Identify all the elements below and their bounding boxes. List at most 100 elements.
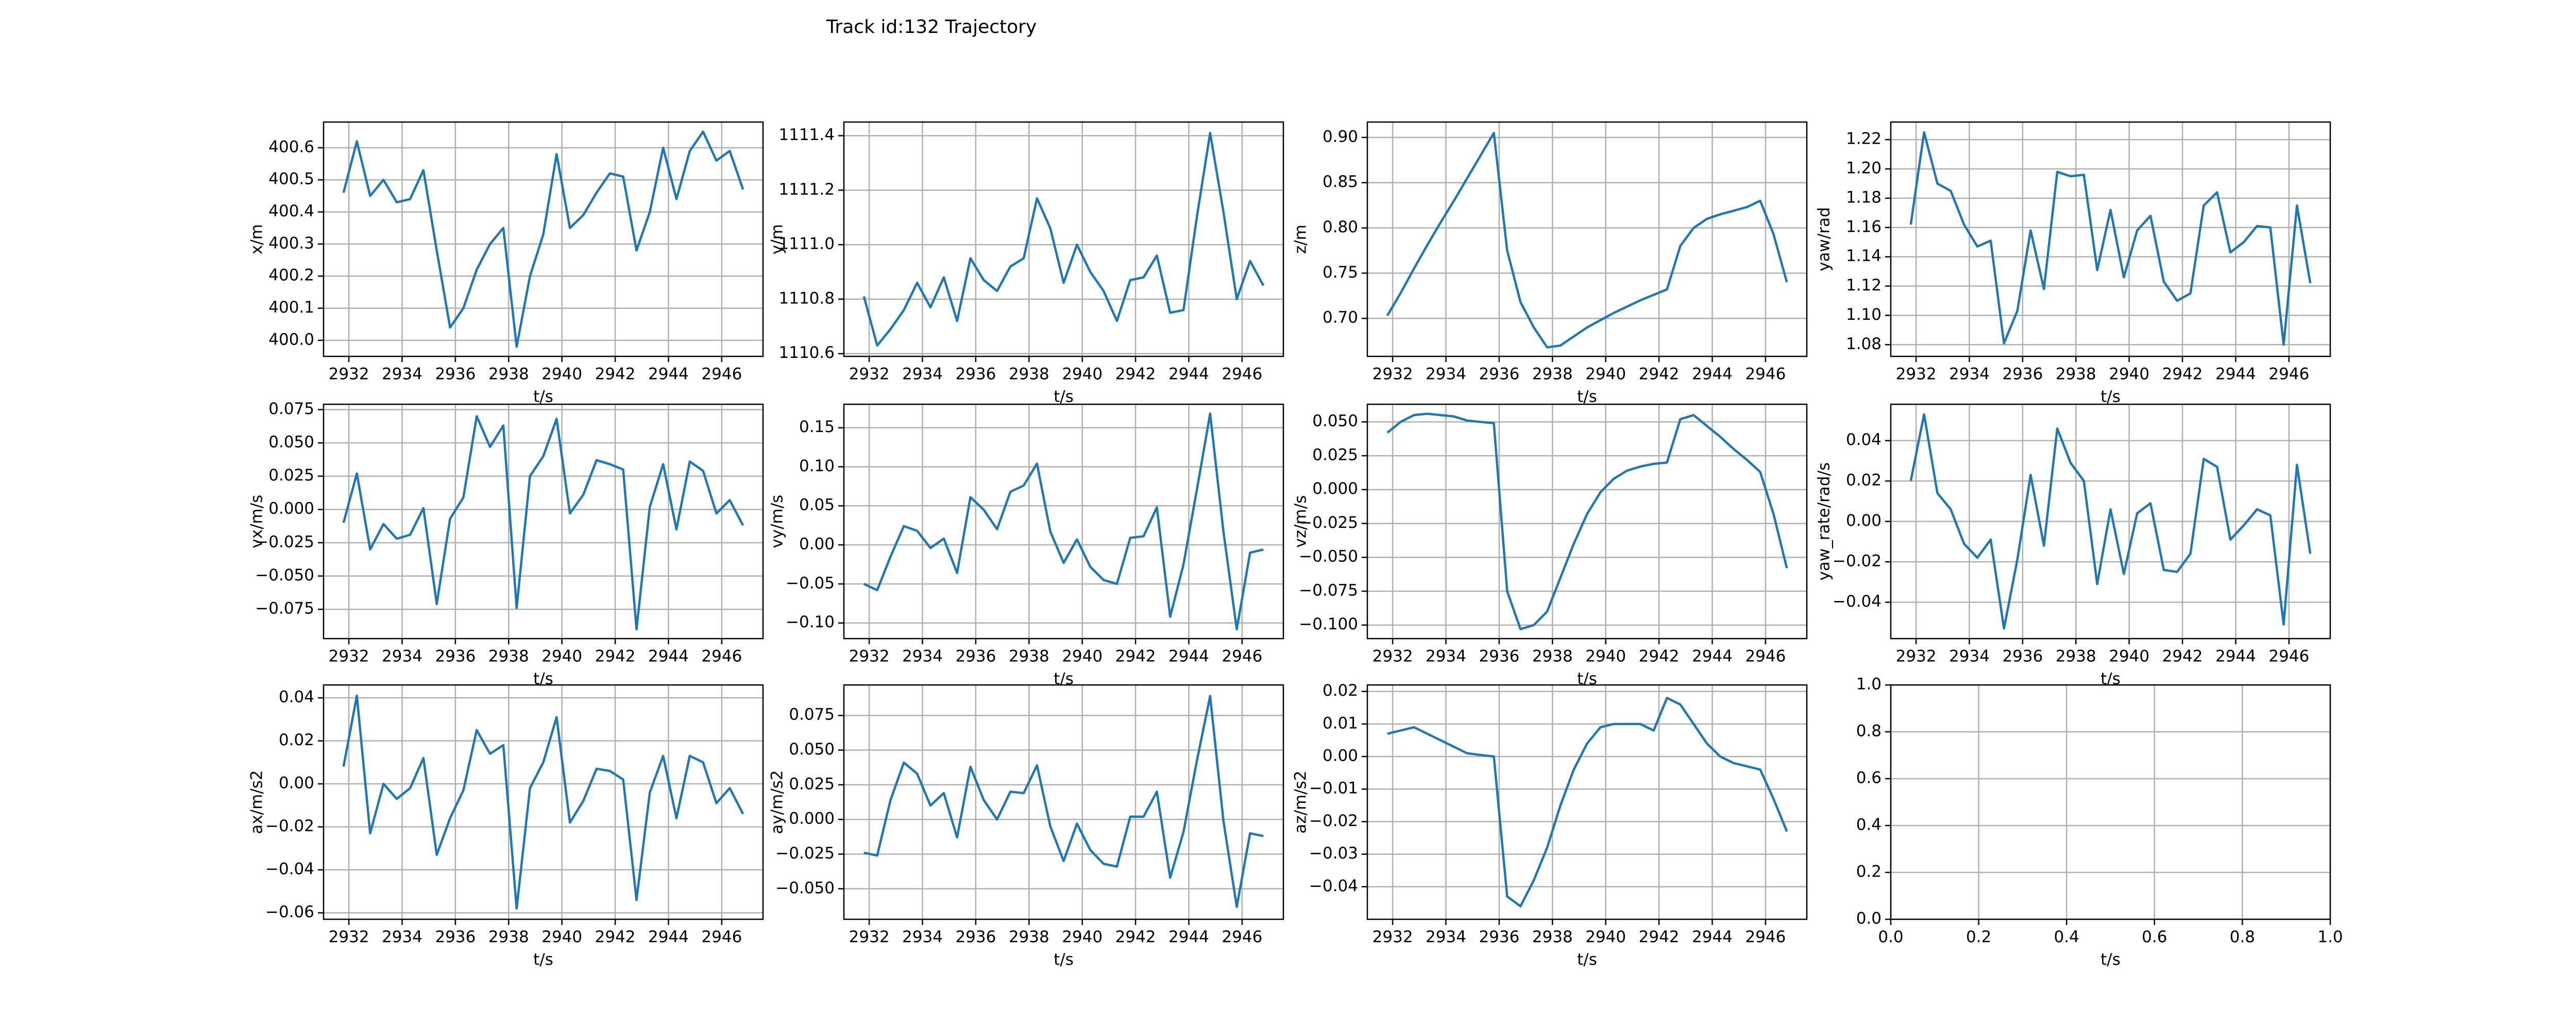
plot-area — [1909, 131, 2312, 346]
x-tick-label: 2942 — [1639, 928, 1680, 947]
x-axis-label: t/s — [2100, 388, 2121, 406]
y-tick-label: 0.00 — [1323, 747, 1358, 765]
x-tick-label: 2934 — [382, 365, 422, 384]
x-tick-label: 2944 — [1692, 647, 1733, 666]
y-tick-label: 0.0 — [1856, 909, 1882, 928]
x-tick-label: 2936 — [2002, 365, 2043, 384]
axes-frame — [843, 684, 1284, 920]
y-axis-label: vx/m/s — [248, 495, 266, 548]
y-tick-label: 400.2 — [268, 266, 314, 285]
y-tick-label: 0.6 — [1856, 769, 1882, 787]
data-line — [863, 412, 1264, 631]
data-line — [862, 131, 1265, 347]
x-tick-label: 0.2 — [1966, 928, 1991, 947]
data-line — [1387, 697, 1788, 907]
x-tick-label: 2940 — [2109, 647, 2149, 666]
y-tick-label: −0.04 — [1309, 877, 1358, 895]
y-tick-label: 1111.4 — [779, 126, 835, 144]
y-tick-label: 0.05 — [799, 496, 835, 514]
y-tick-label: 0.75 — [1323, 263, 1358, 282]
x-tick-label: 2938 — [2056, 365, 2096, 384]
x-tick-label: 2936 — [1479, 647, 1519, 666]
y-tick-label: 0.90 — [1323, 127, 1358, 146]
y-tick-label: 0.80 — [1323, 218, 1358, 236]
x-tick-label: 2934 — [382, 647, 422, 666]
axes-frame — [323, 121, 764, 357]
y-tick-label: −0.050 — [1299, 547, 1358, 566]
y-tick-label: 0.02 — [279, 731, 314, 749]
y-tick-label: 0.00 — [1846, 511, 1882, 530]
y-tick-label: 1.12 — [1846, 276, 1882, 295]
y-axis-label: x/m — [248, 224, 266, 254]
x-tick-label: 2932 — [1372, 365, 1413, 384]
x-tick-label: 2936 — [435, 647, 476, 666]
y-tick-label: 1.16 — [1846, 217, 1882, 236]
y-tick-label: 0.85 — [1323, 173, 1358, 191]
x-tick-label: 0.4 — [2054, 928, 2079, 947]
x-tick-label: 2944 — [1168, 647, 1209, 666]
x-tick-label: 2936 — [955, 647, 996, 666]
y-tick-label: 0.00 — [799, 535, 835, 554]
data-line — [342, 130, 744, 348]
x-tick-label: 2944 — [648, 928, 689, 947]
y-tick-label: −0.050 — [255, 566, 314, 585]
x-tick-label: 2934 — [1426, 647, 1466, 666]
x-axis-label: t/s — [533, 388, 553, 406]
x-tick-label: 2944 — [648, 365, 689, 384]
figure-title: Track id:132 Trajectory — [826, 16, 1037, 38]
y-axis-label: yaw/rad — [1815, 207, 1834, 271]
y-tick-label: 0.04 — [279, 688, 314, 707]
x-tick-label: 2944 — [1692, 365, 1733, 384]
plot-area — [1387, 697, 1788, 907]
x-tick-label: 2946 — [701, 647, 742, 666]
y-tick-label: 0.025 — [1312, 445, 1358, 464]
x-tick-label: 2942 — [2162, 647, 2203, 666]
x-tick-label: 2940 — [1062, 928, 1103, 947]
plot-area — [862, 131, 1265, 347]
x-tick-label: 2940 — [1062, 647, 1103, 666]
y-tick-label: 400.1 — [268, 298, 314, 317]
y-tick-label: 1.0 — [1856, 675, 1882, 694]
y-tick-label: 400.0 — [268, 330, 314, 349]
x-tick-label: 2934 — [1426, 365, 1466, 384]
x-tick-label: 2934 — [1949, 647, 1990, 666]
data-line — [342, 415, 744, 631]
x-tick-label: 2934 — [1426, 928, 1466, 947]
x-tick-label: 2936 — [1479, 928, 1519, 947]
y-tick-label: −0.02 — [1833, 552, 1882, 570]
x-tick-label: 2932 — [329, 365, 369, 384]
y-tick-label: 0.050 — [268, 433, 314, 451]
y-tick-label: −0.03 — [1309, 844, 1358, 863]
y-tick-label: −0.025 — [1299, 513, 1358, 532]
axes-frame — [843, 121, 1284, 357]
y-tick-label: 1.20 — [1846, 159, 1882, 178]
x-axis-label: t/s — [1054, 951, 1074, 969]
x-tick-label: 0.8 — [2230, 928, 2255, 947]
x-tick-label: 2940 — [1062, 365, 1103, 384]
x-tick-label: 2942 — [1115, 647, 1156, 666]
data-line — [342, 694, 744, 910]
x-tick-label: 2942 — [1639, 365, 1680, 384]
y-tick-label: 0.4 — [1856, 816, 1882, 834]
x-tick-label: 0.0 — [1878, 928, 1903, 947]
x-tick-label: 2938 — [1009, 647, 1049, 666]
x-tick-label: 0.6 — [2142, 928, 2167, 947]
x-tick-label: 2940 — [1585, 365, 1626, 384]
x-tick-label: 2944 — [1168, 928, 1209, 947]
x-tick-label: 2932 — [1896, 365, 1937, 384]
plot-area — [863, 412, 1264, 631]
y-axis-label: vz/m/s — [1292, 495, 1310, 548]
plot-area — [863, 695, 1264, 908]
y-tick-label: −0.075 — [1299, 581, 1358, 599]
y-tick-label: 0.050 — [1312, 412, 1358, 431]
y-tick-label: 0.10 — [799, 457, 835, 475]
x-tick-label: 2934 — [902, 647, 943, 666]
y-tick-label: 0.70 — [1323, 308, 1358, 327]
y-tick-label: 0.025 — [268, 466, 314, 485]
y-tick-label: −0.04 — [1833, 592, 1882, 611]
y-tick-label: 0.000 — [268, 500, 314, 518]
x-tick-label: 2932 — [849, 647, 890, 666]
y-tick-label: 0.075 — [789, 706, 835, 724]
